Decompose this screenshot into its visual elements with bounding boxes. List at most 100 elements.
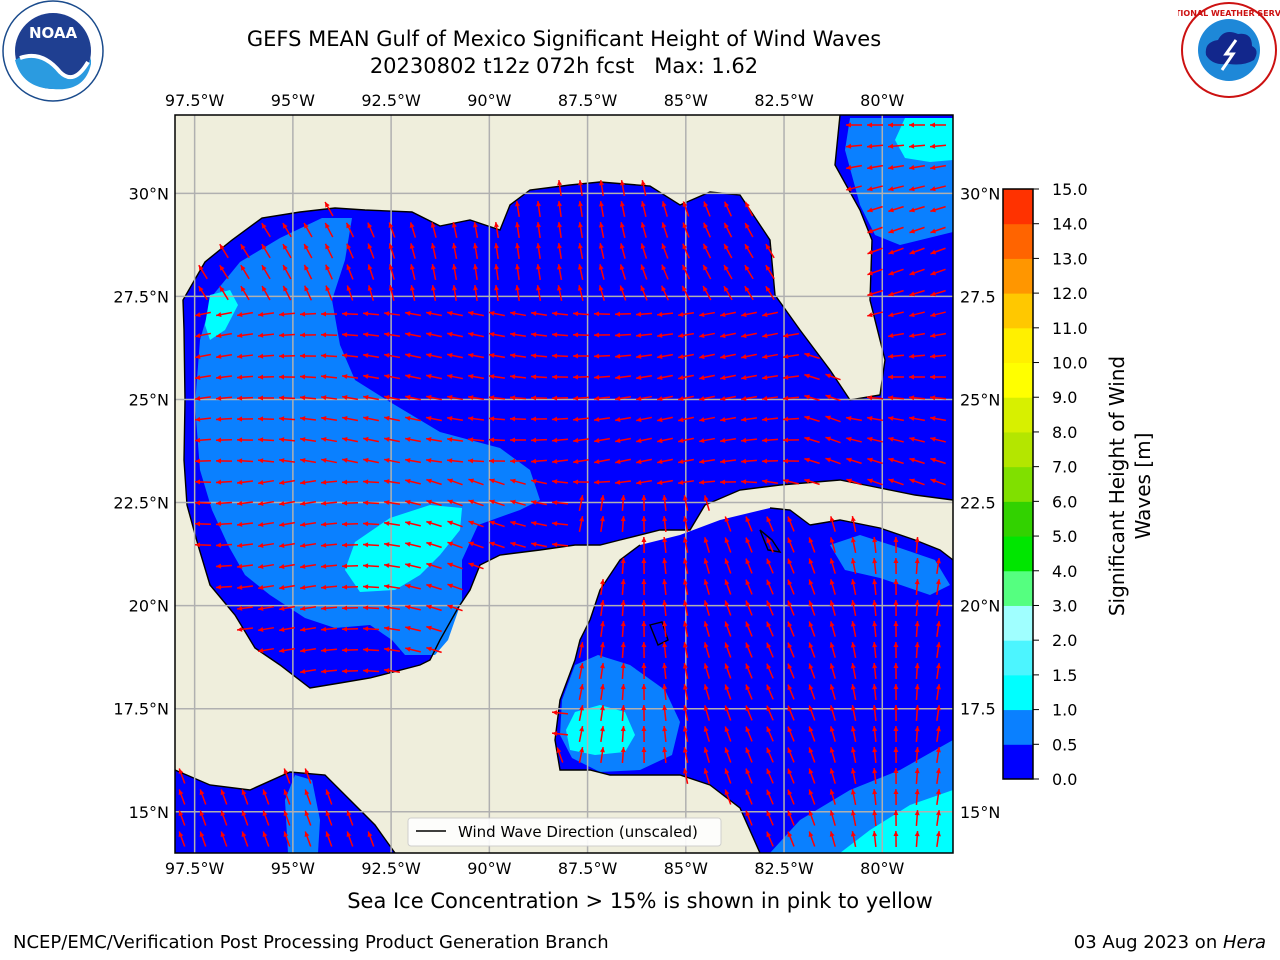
wave-direction-arrow — [551, 521, 569, 527]
wave-direction-arrow — [320, 563, 338, 569]
wave-direction-arrow — [682, 663, 689, 679]
wave-direction-arrow — [341, 311, 359, 317]
lon-tick-bottom: 92.5°W — [361, 859, 421, 878]
wave-direction-arrow — [236, 332, 254, 338]
wave-direction-arrow — [426, 373, 442, 380]
wave-direction-arrow — [636, 416, 652, 423]
wave-direction-arrow — [405, 583, 421, 590]
wave-direction-arrow — [744, 201, 754, 217]
wave-direction-arrow — [935, 746, 941, 764]
wave-direction-arrow — [299, 521, 317, 527]
wave-direction-arrow — [720, 395, 736, 402]
wave-direction-arrow — [473, 242, 479, 260]
wave-direction-arrow — [320, 605, 338, 611]
wave-direction-arrow — [678, 353, 694, 360]
wave-direction-arrow — [935, 704, 941, 722]
wave-direction-arrow — [195, 332, 211, 339]
wave-direction-arrow — [745, 663, 753, 679]
wave-direction-arrow — [872, 767, 878, 785]
wave-direction-arrow — [405, 646, 421, 653]
wave-direction-arrow — [872, 620, 878, 638]
wave-direction-arrow — [914, 599, 920, 617]
wave-direction-arrow — [872, 662, 878, 680]
wave-direction-arrow — [304, 768, 312, 784]
wave-direction-arrow — [909, 268, 925, 276]
wave-direction-arrow — [468, 562, 484, 570]
wave-direction-arrow — [740, 395, 758, 401]
wave-direction-arrow — [530, 353, 548, 359]
wave-direction-arrow — [662, 599, 668, 617]
wave-direction-arrow — [614, 353, 632, 359]
wave-direction-arrow — [278, 332, 296, 338]
wave-direction-arrow — [262, 831, 270, 847]
wave-direction-arrow — [619, 222, 626, 238]
wave-direction-arrow — [741, 332, 757, 339]
wave-direction-arrow — [325, 831, 333, 847]
wave-direction-arrow — [426, 520, 442, 528]
wave-direction-arrow — [766, 747, 774, 763]
wind-wave-arrows — [178, 122, 947, 848]
wave-direction-arrow — [761, 353, 779, 359]
wave-direction-arrow — [888, 289, 904, 297]
wave-direction-arrow — [447, 520, 463, 528]
wave-direction-arrow — [745, 789, 753, 805]
wave-direction-arrow — [808, 558, 816, 574]
wave-direction-arrow — [426, 394, 442, 401]
wave-direction-arrow — [829, 642, 836, 658]
wave-direction-arrow — [681, 285, 691, 301]
wave-direction-arrow — [829, 726, 836, 742]
wave-direction-arrow — [557, 200, 563, 218]
wave-direction-arrow — [766, 831, 774, 847]
wave-direction-arrow — [703, 684, 710, 700]
wave-direction-arrow — [635, 353, 653, 359]
wave-direction-arrow — [850, 810, 857, 826]
wave-direction-arrow — [641, 599, 647, 617]
wave-direction-arrow — [787, 558, 795, 574]
wave-direction-arrow — [893, 704, 899, 722]
wave-direction-arrow — [766, 789, 774, 805]
wave-direction-arrow — [808, 663, 816, 679]
wave-direction-arrow — [488, 437, 506, 443]
wave-direction-arrow — [787, 789, 795, 805]
wave-direction-arrow — [850, 705, 857, 721]
wave-direction-arrow — [872, 809, 878, 827]
wave-direction-arrow — [893, 620, 899, 638]
wave-direction-arrow — [761, 395, 779, 401]
lat-tick-right: 22.5 — [960, 494, 996, 513]
wave-direction-arrow — [745, 516, 753, 532]
wave-direction-arrow — [740, 374, 758, 381]
wave-direction-arrow — [468, 310, 484, 317]
wave-direction-arrow — [850, 789, 857, 805]
colorbar-swatch — [1003, 501, 1033, 537]
wave-direction-arrow — [324, 222, 334, 238]
wave-direction-arrow — [872, 788, 878, 806]
wave-direction-arrow — [216, 311, 232, 318]
wave-direction-arrow — [620, 704, 626, 722]
wave-direction-arrow — [620, 557, 626, 575]
wave-direction-arrow — [383, 542, 401, 548]
wave-direction-arrow — [745, 600, 753, 616]
wave-direction-arrow — [320, 626, 338, 632]
wave-direction-arrow — [620, 746, 626, 764]
wave-direction-arrow — [488, 416, 506, 422]
wave-direction-arrow — [236, 500, 254, 506]
wave-direction-arrow — [320, 647, 338, 653]
colorbar-label-line-1: Significant Height of Wind — [1105, 355, 1129, 617]
wave-direction-arrow — [615, 437, 631, 444]
wave-direction-arrow — [641, 704, 647, 722]
wave-direction-arrow — [657, 416, 673, 423]
wave-direction-arrow — [635, 311, 653, 317]
wave-direction-arrow — [724, 789, 732, 805]
wave-direction-arrow — [850, 537, 857, 553]
lat-tick-right: 17.5 — [960, 700, 996, 719]
wave-direction-arrow — [893, 725, 899, 743]
wave-direction-arrow — [614, 311, 632, 317]
wave-direction-arrow — [261, 243, 271, 259]
wave-direction-arrow — [236, 416, 254, 422]
wave-direction-arrow — [367, 222, 375, 238]
wave-direction-arrow — [872, 683, 878, 701]
wave-direction-arrow — [388, 264, 395, 280]
wave-direction-arrow — [888, 436, 904, 443]
wave-direction-arrow — [740, 479, 758, 485]
wave-direction-arrow — [241, 810, 249, 826]
